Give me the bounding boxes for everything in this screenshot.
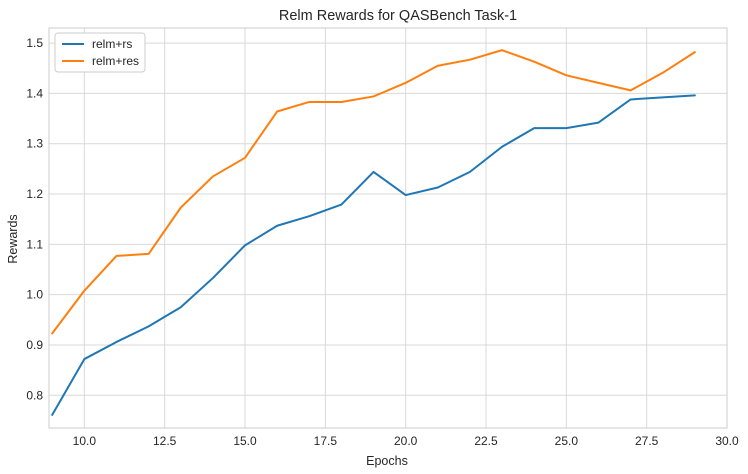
legend-label-relm-res: relm+res (92, 54, 139, 68)
x-axis-label: Epochs (366, 454, 408, 468)
axis-layer: 10.0 12.5 15.0 17.5 20.0 22.5 25.0 27.5 30.0 0.8 0… (26, 36, 739, 448)
x-tick-label: 27.5 (635, 434, 659, 448)
x-tick-label: 22.5 (474, 434, 498, 448)
series-line-relm-res (51, 49, 696, 335)
x-tick-label: 12.5 (153, 434, 177, 448)
chart-title: Relm Rewards for QASBench Task-1 (279, 8, 517, 24)
y-tick-label: 1.5 (26, 36, 43, 50)
grid-layer (48, 27, 728, 429)
x-tick-label: 30.0 (715, 434, 739, 448)
y-tick-label: 1.0 (26, 288, 43, 302)
y-tick-label: 1.2 (26, 187, 43, 201)
x-tick-label: 10.0 (73, 434, 97, 448)
legend: relm+rs relm+res (54, 32, 146, 73)
y-tick-label: 0.9 (26, 338, 43, 352)
y-tick-label: 0.8 (26, 388, 43, 402)
legend-label-relm-rs: relm+rs (92, 37, 132, 51)
series-line-relm-rs (51, 94, 696, 416)
plot-frame (48, 27, 728, 429)
y-tick-label: 1.3 (26, 137, 43, 151)
x-tick-label: 17.5 (314, 434, 338, 448)
series-layer (51, 49, 696, 416)
legend-box (54, 32, 146, 73)
y-axis-label: Rewards (6, 214, 20, 263)
y-tick-label: 1.1 (26, 237, 43, 251)
x-tick-label: 15.0 (233, 434, 257, 448)
y-tick-label: 1.4 (26, 86, 43, 100)
x-tick-label: 25.0 (555, 434, 579, 448)
x-tick-label: 20.0 (394, 434, 418, 448)
